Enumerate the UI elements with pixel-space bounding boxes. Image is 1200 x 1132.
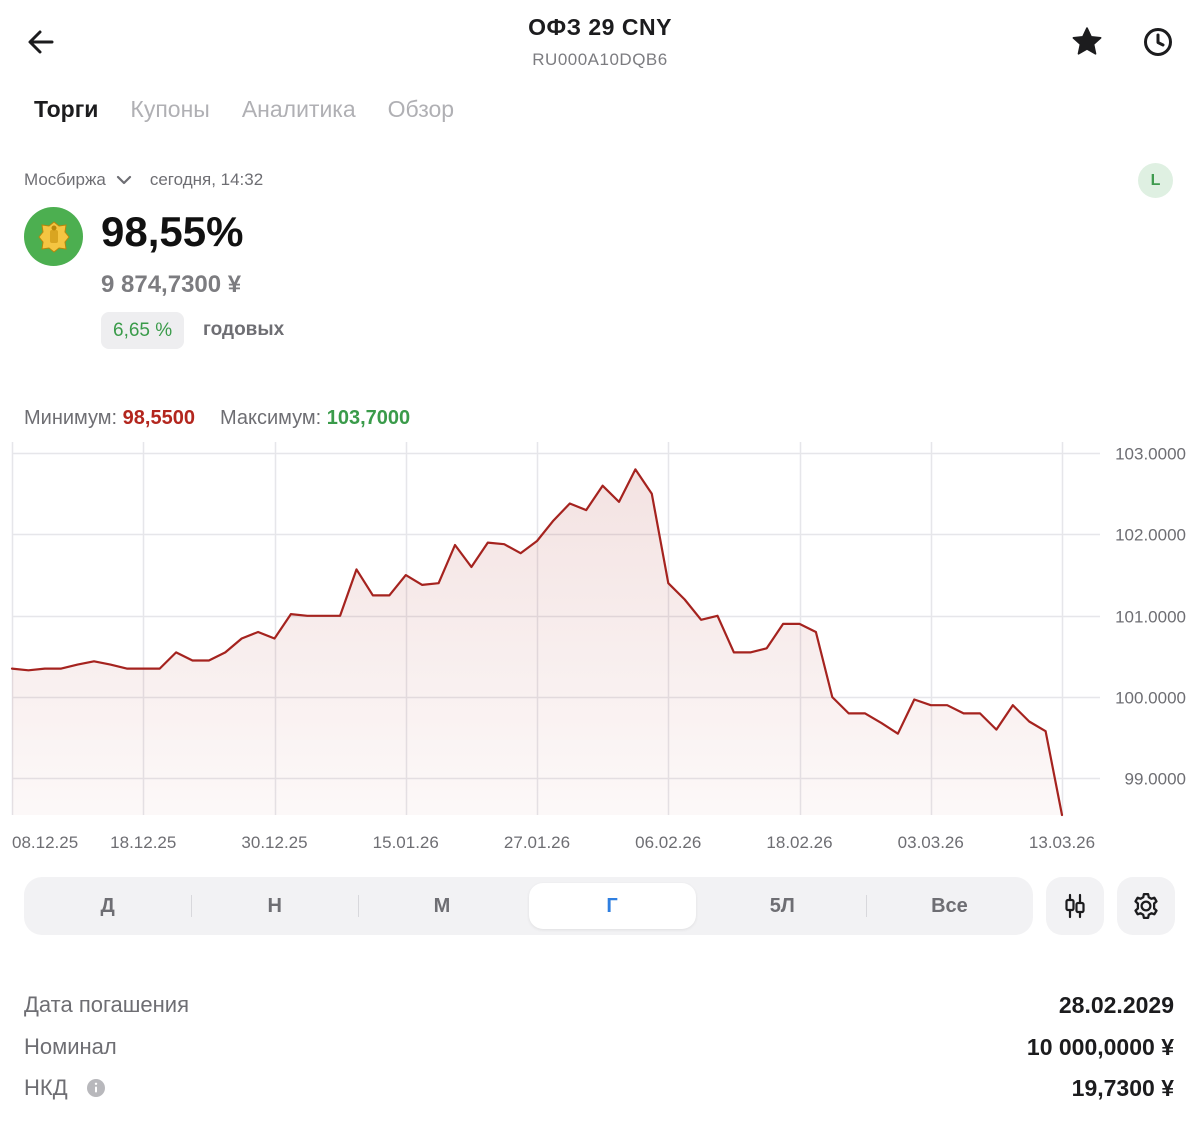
y-tick-label: 100.0000 (1115, 689, 1186, 708)
star-icon (1072, 27, 1102, 55)
yield-badge: 6,65 % (101, 312, 185, 349)
period-month[interactable]: М (358, 883, 525, 929)
maturity-date-value: 28.02.2029 (1058, 992, 1174, 1018)
tab-overview[interactable]: Обзор (387, 96, 455, 122)
period-5y[interactable]: 5Л (699, 883, 866, 929)
period-label: Д (100, 894, 115, 917)
candlestick-icon (1065, 893, 1085, 919)
series-line (10, 468, 1064, 817)
tab-coupons[interactable]: Купоны (130, 96, 210, 122)
divider (358, 895, 360, 917)
back-button[interactable] (19, 20, 63, 64)
x-tick-label: 30.12.25 (241, 833, 307, 852)
tab-bar: Торги Купоны Аналитика Обзор (34, 96, 454, 123)
clock-icon (1144, 28, 1172, 56)
x-tick-label: 15.01.26 (373, 833, 439, 852)
divider (191, 895, 193, 917)
x-tick-label: 06.02.26 (635, 833, 701, 852)
min-value: 98,5500 (122, 407, 195, 429)
period-year[interactable]: Г (528, 883, 696, 929)
period-all[interactable]: Все (865, 883, 1033, 929)
accrued-interest-row: НКД (24, 1075, 106, 1101)
liquidity-badge: L (1138, 163, 1173, 198)
tab-trading[interactable]: Торги (34, 96, 99, 122)
page-title: ОФЗ 29 CNY (528, 14, 672, 40)
x-tick-label: 18.02.26 (766, 833, 832, 852)
price-chart[interactable]: 08.12.25 18.12.25 30.12.25 15.01.26 27.01.26… (0, 440, 1200, 860)
x-tick-label: 08.12.25 (12, 833, 78, 852)
chevron-down-icon (116, 175, 131, 185)
max-label: Максимум: (219, 407, 322, 429)
arrow-left-icon (28, 30, 54, 54)
nominal-label: Номинал (24, 1034, 117, 1059)
x-tick-label: 03.03.26 (898, 833, 964, 852)
issuer-logo (24, 207, 83, 266)
price-absolute: 9 874,7300 ¥ (101, 271, 242, 298)
y-tick-label: 99.0000 (1125, 770, 1186, 789)
period-week[interactable]: Н (191, 883, 358, 929)
tab-analytics[interactable]: Аналитика (241, 96, 356, 122)
exchange-selector[interactable]: Мосбиржа (24, 170, 134, 190)
maturity-date-label: Дата погашения (24, 992, 189, 1017)
max-group: Максимум: 103,7000 (220, 407, 410, 430)
chart-type-button[interactable] (1046, 877, 1104, 935)
accrued-interest-label: НКД (24, 1075, 68, 1100)
favorite-button[interactable] (1065, 20, 1109, 64)
min-label: Минимум: (24, 407, 118, 429)
period-label: 5Л (769, 894, 795, 917)
quote-timestamp: сегодня, 14:32 (149, 170, 264, 189)
divider (865, 895, 867, 917)
period-label: Г (606, 894, 618, 917)
coat-of-arms-icon (37, 220, 70, 253)
period-label: Н (267, 894, 282, 917)
x-tick-label: 27.01.26 (504, 833, 570, 852)
min-group: Минимум: 98,5500 (24, 407, 195, 430)
info-icon[interactable] (86, 1078, 106, 1098)
y-tick-label: 102.0000 (1115, 526, 1186, 545)
chart-settings-button[interactable] (1117, 877, 1175, 935)
price-range: Минимум: 98,5500 Максимум: 103,7000 (24, 407, 410, 430)
series-area (12, 469, 1062, 815)
isin-code: RU000A10DQB6 (532, 50, 668, 69)
x-tick-label: 18.12.25 (110, 833, 176, 852)
max-value: 103,7000 (326, 407, 411, 429)
price-percent: 98,55% (101, 208, 244, 255)
nominal-value: 10 000,0000 ¥ (1026, 1034, 1174, 1060)
exchange-row: Мосбиржа сегодня, 14:32 (24, 170, 263, 190)
accrued-interest-value: 19,7300 ¥ (1071, 1075, 1174, 1101)
x-tick-label: 13.03.26 (1029, 833, 1095, 852)
period-selector: Д Н М Г 5Л Все (24, 877, 1033, 935)
y-tick-label: 101.0000 (1115, 608, 1186, 627)
period-label: Все (931, 894, 968, 917)
exchange-name: Мосбиржа (24, 170, 106, 189)
period-day[interactable]: Д (24, 883, 191, 929)
y-tick-label: 103.0000 (1115, 445, 1186, 464)
period-label: М (433, 894, 451, 917)
gear-icon (1134, 893, 1158, 919)
history-button[interactable] (1136, 20, 1180, 64)
yield-label: годовых (203, 319, 285, 340)
